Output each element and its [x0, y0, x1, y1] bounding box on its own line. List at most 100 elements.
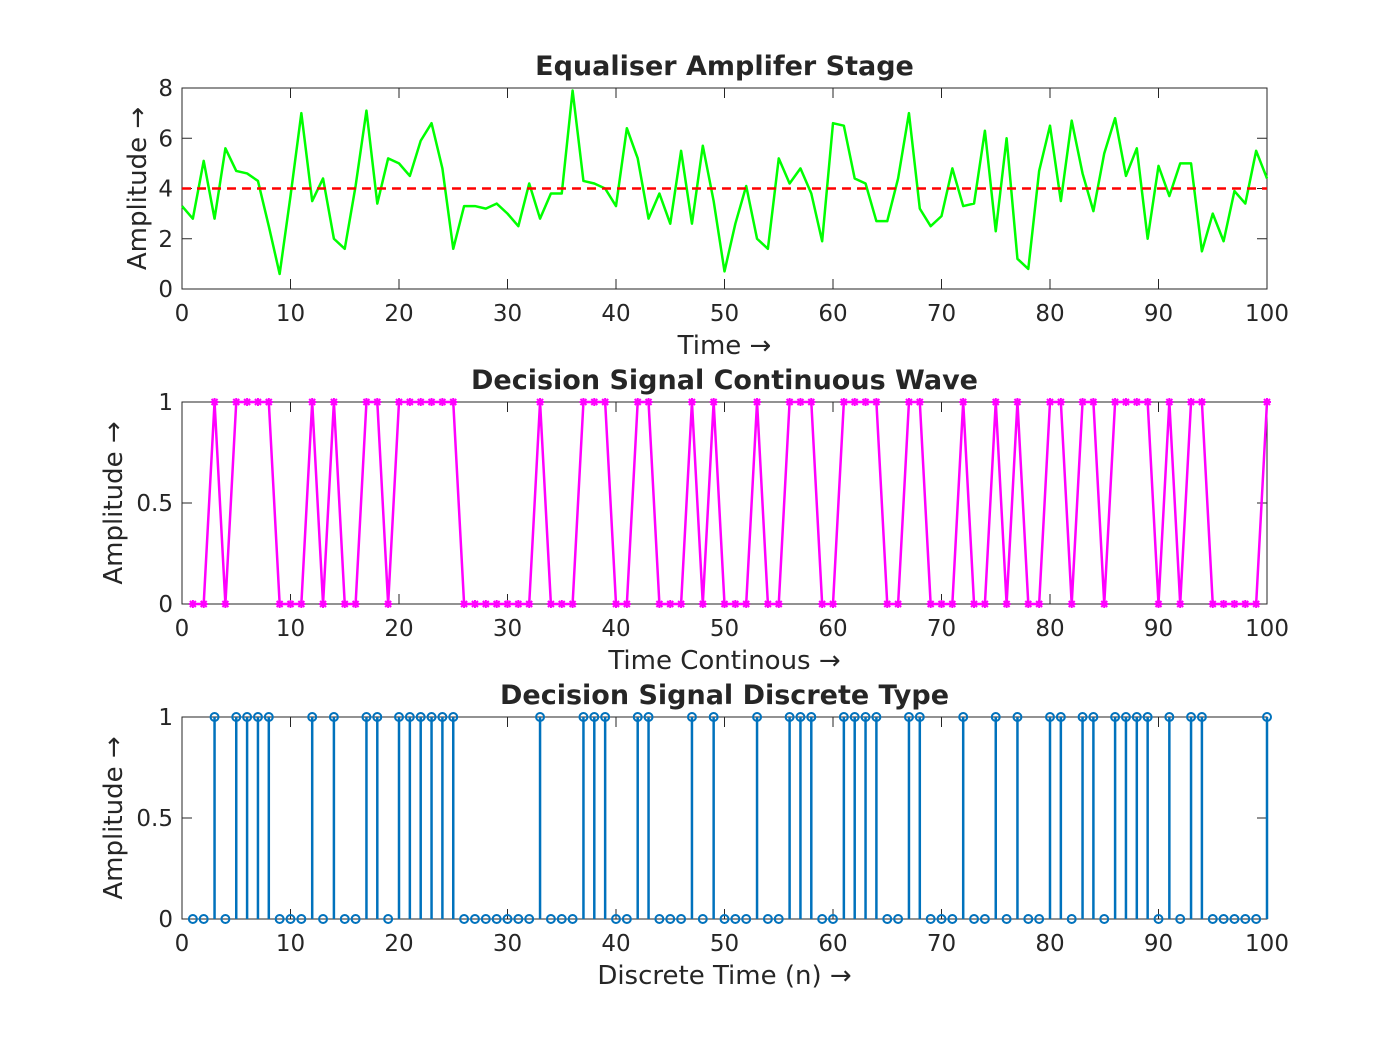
marker-stroke	[1143, 398, 1152, 406]
y-axis-label: Amplitude →	[99, 421, 129, 584]
stem-marker	[676, 914, 687, 924]
stem-marker	[1066, 914, 1077, 924]
stem-marker	[806, 712, 817, 722]
marker-stroke	[720, 600, 729, 608]
stem-marker	[1001, 914, 1012, 924]
subplot-2: 0 10 20 30 40 50 60 70 80 90 100 0 0.5 1 Decision Sign…	[99, 365, 1289, 676]
stem-marker	[686, 712, 697, 722]
marker-stroke	[1230, 600, 1239, 608]
marker-stroke	[406, 398, 414, 406]
marker-stroke	[688, 398, 696, 406]
asterisk-marker	[601, 398, 610, 406]
asterisk-marker	[1100, 600, 1109, 608]
x-tick-label: 10	[276, 301, 305, 327]
marker-stroke	[395, 398, 403, 406]
axes-box	[181, 716, 1268, 920]
stem-marker	[979, 914, 990, 924]
marker-stroke	[655, 600, 664, 608]
stem-marker	[459, 914, 470, 924]
y-tick-label: 1	[158, 390, 173, 416]
series-1	[181, 89, 1269, 276]
marker-stroke	[514, 600, 523, 608]
stem-marker	[1142, 712, 1153, 722]
stem-marker	[502, 914, 513, 924]
asterisk-marker	[232, 398, 241, 406]
stem-marker	[1131, 712, 1142, 722]
stem-marker	[882, 914, 893, 924]
asterisk-marker	[1089, 398, 1098, 406]
x-tick-label: 0	[175, 931, 190, 957]
x-tick-label: 60	[818, 931, 847, 957]
x-tick-label: 50	[710, 616, 739, 642]
stem-marker	[448, 712, 459, 722]
stem-marker	[828, 914, 838, 924]
x-tick-label: 40	[601, 301, 630, 327]
asterisk-marker	[1208, 600, 1217, 608]
asterisk-marker	[687, 398, 696, 406]
marker-stroke	[1263, 398, 1271, 406]
stem-marker	[318, 914, 329, 924]
marker-stroke	[1165, 398, 1174, 406]
asterisk-marker	[384, 600, 393, 608]
stem-marker	[383, 914, 394, 924]
marker-stroke	[1067, 600, 1076, 608]
asterisk-marker	[839, 398, 848, 406]
y-tick-label: 1	[158, 705, 173, 731]
stem-marker	[252, 712, 263, 722]
stem-marker	[491, 914, 502, 924]
asterisk-marker	[861, 398, 870, 406]
y-tick-label: 6	[158, 126, 173, 152]
stem-marker	[578, 712, 589, 722]
series-line	[181, 89, 1269, 276]
stem-marker	[871, 712, 882, 722]
marker-stroke	[601, 398, 609, 406]
stem-marker	[231, 712, 242, 722]
asterisk-marker	[590, 398, 599, 406]
x-tick-label: 10	[276, 616, 305, 642]
asterisk-marker	[915, 398, 924, 406]
series-line	[192, 400, 1269, 606]
x-axis-label: Time →	[677, 331, 772, 361]
marker-stroke	[492, 600, 501, 608]
asterisk-marker	[1002, 600, 1011, 608]
x-tick-label: 10	[276, 931, 305, 957]
asterisk-marker	[1013, 398, 1022, 406]
asterisk-marker	[460, 600, 469, 608]
x-tick-label: 20	[384, 301, 413, 327]
stem-marker	[415, 712, 426, 722]
asterisk-marker	[297, 600, 306, 608]
stem-marker	[1153, 914, 1164, 924]
marker-stroke	[1046, 398, 1054, 406]
marker-stroke	[981, 600, 989, 608]
stem-marker	[209, 712, 220, 722]
chart-title: Decision Signal Continuous Wave	[471, 365, 978, 396]
stem-marker	[1110, 712, 1121, 722]
marker-stroke	[937, 600, 946, 608]
marker-stroke	[775, 600, 783, 608]
marker-stroke	[1198, 398, 1206, 406]
stem-marker	[1120, 712, 1131, 722]
asterisk-marker	[1197, 398, 1206, 406]
stem-marker	[795, 712, 806, 722]
asterisk-marker	[753, 398, 762, 406]
stem-marker	[372, 712, 383, 722]
stem-marker	[296, 914, 307, 924]
x-tick-label: 90	[1144, 931, 1173, 957]
marker-stroke	[840, 398, 848, 406]
asterisk-marker	[514, 600, 523, 608]
asterisk-marker	[264, 398, 273, 406]
stem-marker	[838, 712, 849, 722]
asterisk-marker	[253, 398, 262, 406]
marker-stroke	[1057, 398, 1065, 406]
x-tick-label: 80	[1035, 301, 1064, 327]
marker-stroke	[666, 600, 674, 608]
x-tick-label: 50	[710, 301, 739, 327]
marker-stroke	[416, 398, 425, 406]
marker-stroke	[785, 398, 794, 406]
asterisk-marker	[427, 398, 436, 406]
x-tick-label: 70	[927, 931, 956, 957]
y-tick-label: 8	[158, 76, 173, 102]
stem-marker	[1055, 712, 1066, 722]
asterisk-marker	[1187, 398, 1196, 406]
